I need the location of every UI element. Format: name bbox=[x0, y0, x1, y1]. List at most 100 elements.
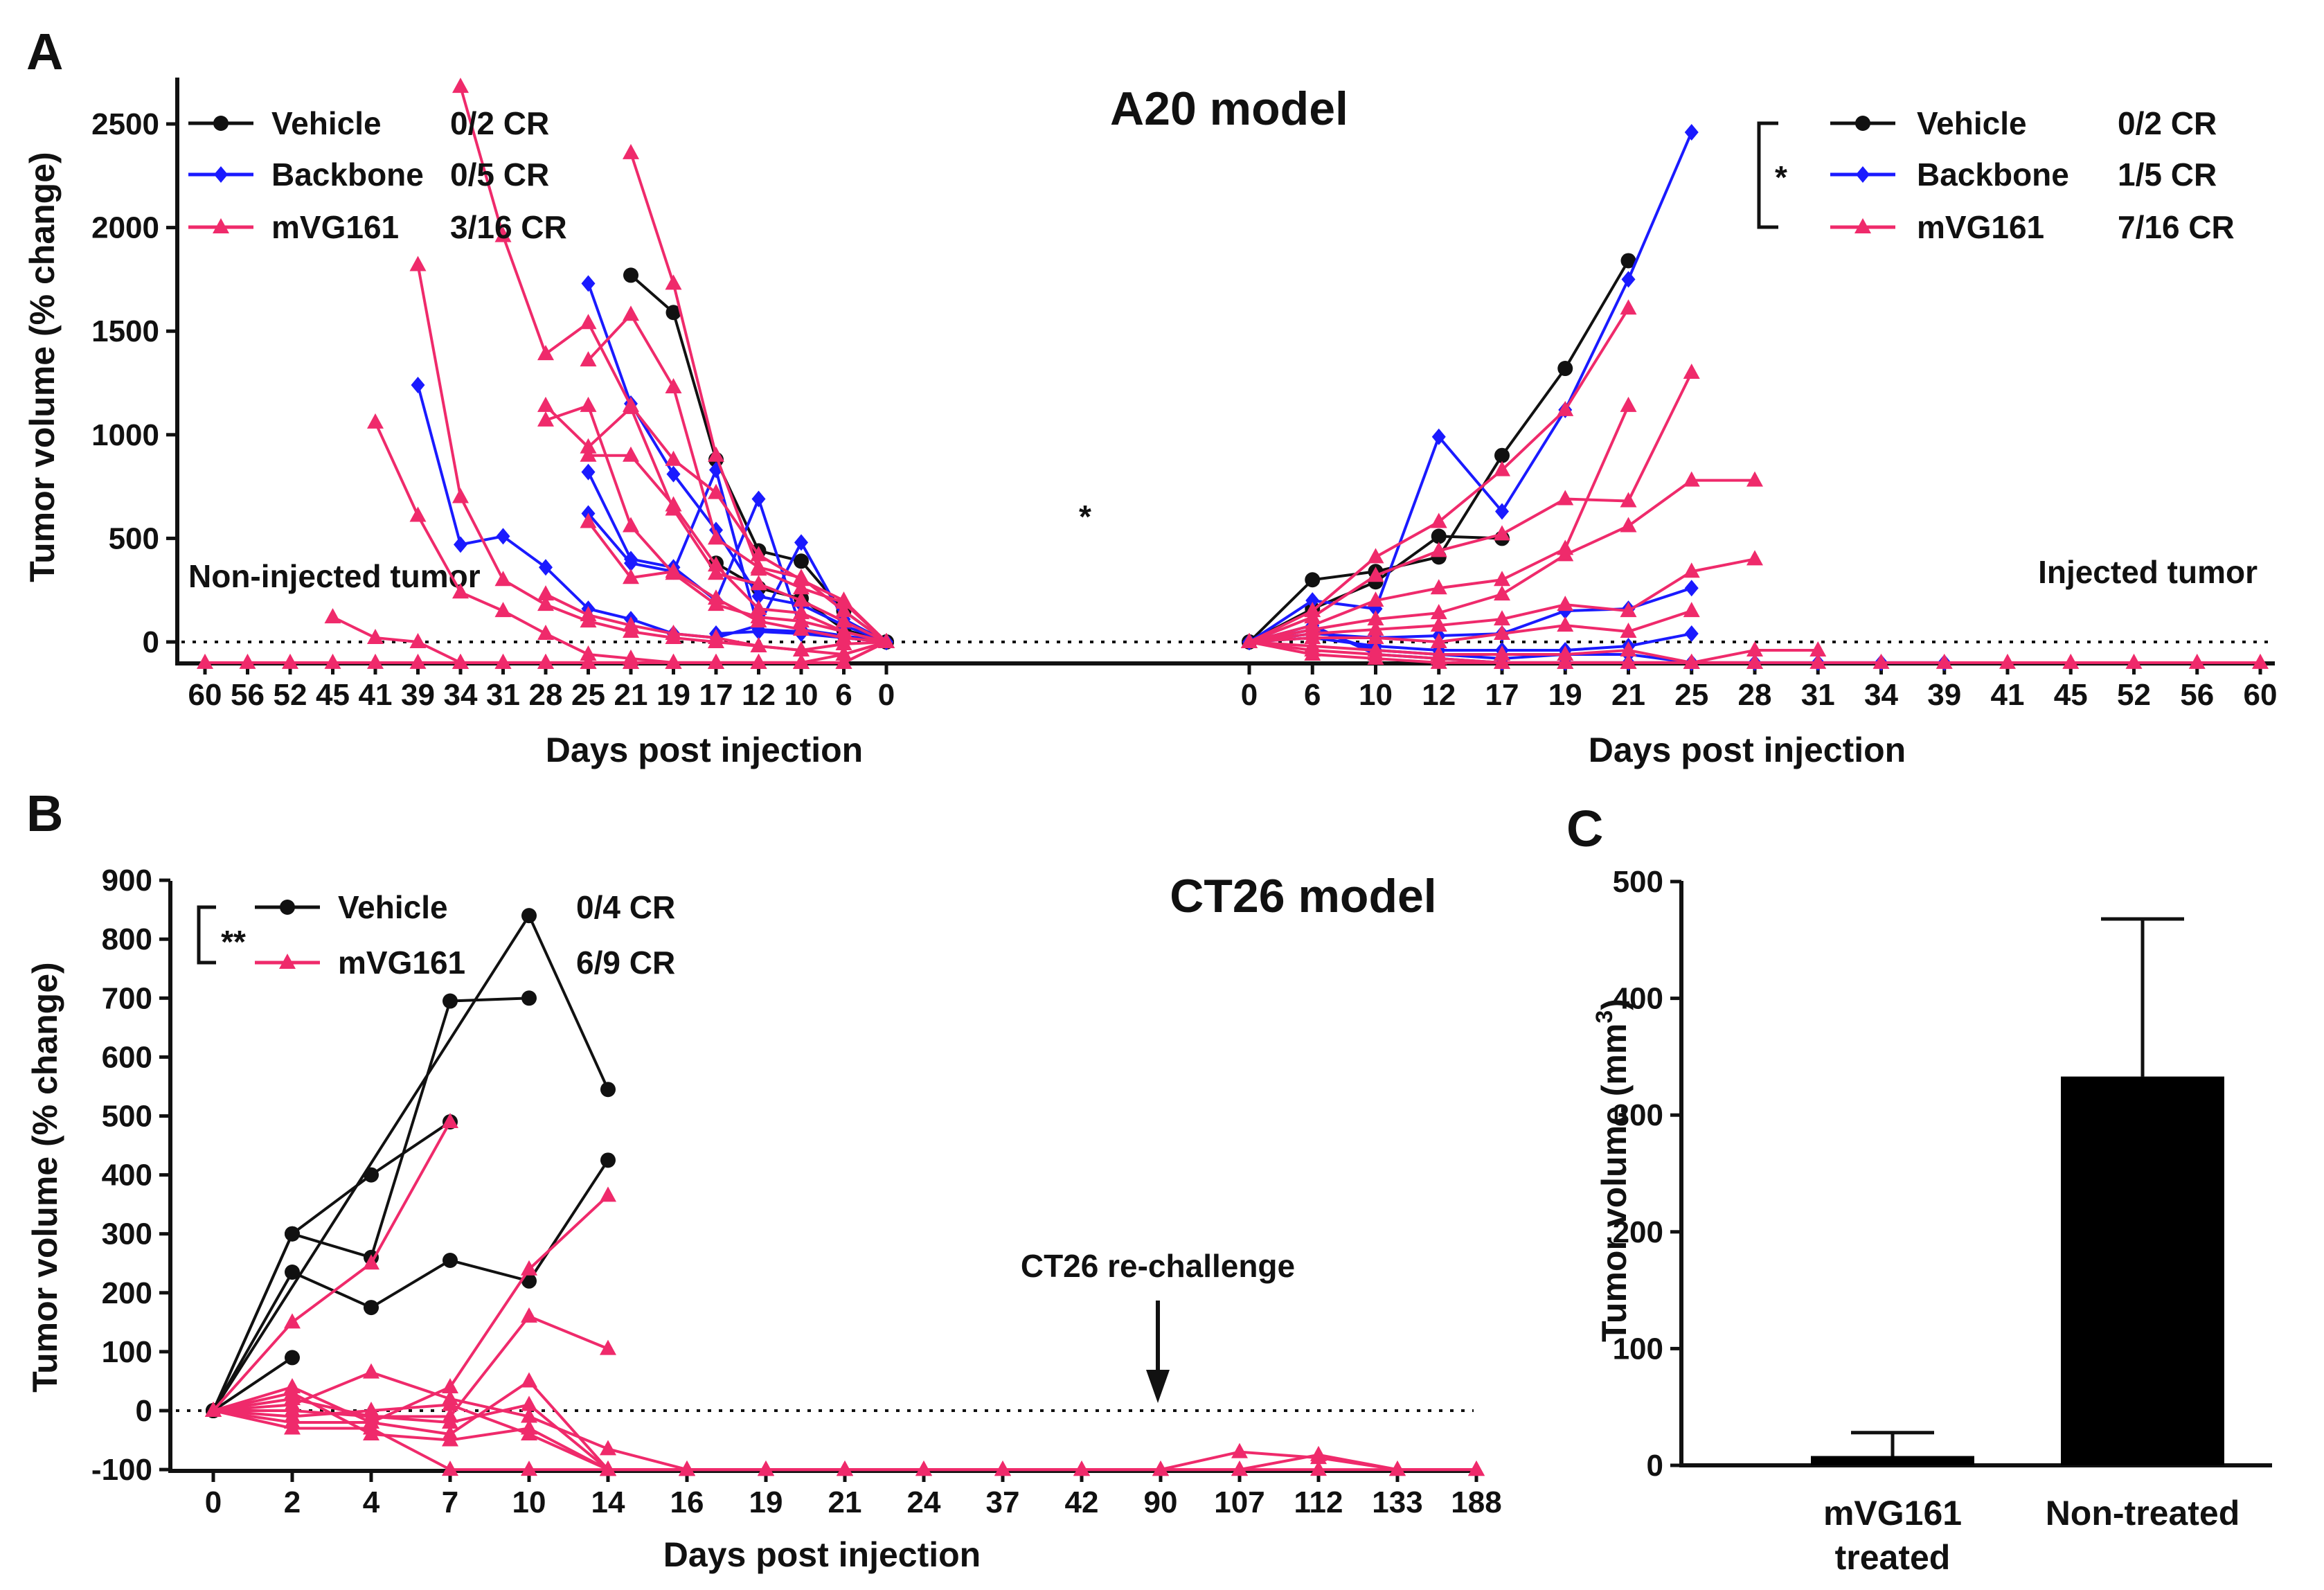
panel-a-left-x-tick-label: 25 bbox=[571, 678, 605, 712]
panel-b-mvg161-point bbox=[1468, 1461, 1485, 1476]
panel-a-right-mvg161-point bbox=[1494, 645, 1510, 661]
panel-a-right-mvg161-point bbox=[1304, 629, 1321, 645]
panel-a-left-mvg161-point bbox=[452, 653, 469, 669]
panel-b-legend: ** Vehicle 0/4 CR mVG161 6/9 CR bbox=[197, 889, 675, 981]
panel-b-mvg161-point bbox=[1152, 1461, 1169, 1476]
panel-a-right-mvg161-point bbox=[1620, 623, 1637, 638]
panel-a-left-mvg161-point bbox=[623, 616, 639, 632]
panel-b-vehicle-point bbox=[521, 908, 537, 924]
panel-a-left-mvg161-point bbox=[708, 529, 724, 545]
panel-b-x-tick-label: 2 bbox=[284, 1485, 301, 1519]
panel-a-right-mvg161-point bbox=[1620, 517, 1637, 533]
panel-a-left-mvg161-point bbox=[708, 446, 724, 462]
panel-a-left-mvg161-series-8 bbox=[416, 265, 887, 652]
panel-a-right-mvg161-point bbox=[1557, 616, 1574, 632]
panel-b-x-tick-label: 21 bbox=[828, 1485, 862, 1519]
panel-c-bars bbox=[1811, 917, 2224, 1465]
panel-a-left-x-tick-label: 45 bbox=[316, 678, 350, 712]
panel-a-left-mvg161-point bbox=[750, 636, 767, 652]
panel-a-left-mvg161-point bbox=[835, 653, 852, 669]
panel-b-bracket bbox=[197, 905, 216, 965]
panel-a-left-mvg161-point bbox=[367, 629, 384, 645]
panel-c-y-tick-label: 200 bbox=[1613, 1215, 1663, 1249]
legend-backbone-cr: 0/5 CR bbox=[450, 157, 549, 193]
panel-a-right-mvg161-point bbox=[1494, 585, 1510, 601]
panel-a-right-mvg161-point bbox=[1683, 602, 1700, 618]
panel-a-left-mvg161-point bbox=[708, 564, 724, 580]
panel-a-left-vehicle-point bbox=[794, 553, 809, 569]
legend-mvg161-label: mVG161 bbox=[338, 945, 465, 981]
panel-b-y-tick-label: 400 bbox=[102, 1159, 152, 1192]
panel-b-mvg161-point bbox=[600, 1461, 616, 1476]
panel-a-left-mvg161-point bbox=[793, 653, 810, 669]
panel-a-right-mvg161-point bbox=[1557, 546, 1574, 562]
panel-a-right-x-tick-label: 10 bbox=[1359, 678, 1393, 712]
panel-a-right-x-tick-label: 31 bbox=[1801, 678, 1835, 712]
panel-b-mvg161-point bbox=[521, 1461, 537, 1476]
panel-a-right-mvg161-point bbox=[1430, 604, 1447, 620]
panel-b-vehicle-series-1 bbox=[212, 997, 530, 1411]
panel-b-mvg161-point bbox=[442, 1431, 458, 1447]
panel-a-left-mvg161-point bbox=[665, 377, 682, 393]
legend-backbone-marker bbox=[1856, 166, 1870, 183]
panel-a-right-backbone-point bbox=[1684, 580, 1699, 597]
panel-a-left-backbone-point bbox=[496, 528, 510, 545]
panel-b-mvg161-point bbox=[363, 1407, 379, 1423]
panel-b-y-tick-label: 700 bbox=[102, 981, 152, 1015]
legend-mvg161-cr: 7/16 CR bbox=[2118, 209, 2235, 245]
panel-a-left-backbone-point bbox=[411, 376, 425, 393]
panel-a-right-mvg161-point bbox=[1683, 562, 1700, 578]
panel-a-left-mvg161-point bbox=[793, 612, 810, 628]
panel-a-left-mvg161-point bbox=[878, 633, 895, 648]
panel-a-x-ticks: 60 56 52 45 41 39 34 31 28 25 21 19 17 12 10 6 0 0 6 10 12 17… bbox=[188, 663, 2277, 712]
panel-a-left-vehicle-point bbox=[665, 305, 681, 321]
panel-b-mvg161-point bbox=[994, 1461, 1011, 1476]
panel-a-right-mvg161-point bbox=[1367, 610, 1384, 626]
legend-vehicle-cr: 0/2 CR bbox=[450, 105, 549, 141]
panel-a-right-mvg161-point bbox=[1746, 550, 1763, 566]
panel-a-y-tick-label: 0 bbox=[143, 625, 159, 659]
panel-b-x-tick-label: 0 bbox=[205, 1485, 222, 1519]
panel-b-mvg161-point bbox=[442, 1395, 458, 1411]
panel-a-left-mvg161-point bbox=[452, 78, 469, 93]
panel-a-left-mvg161-point bbox=[750, 612, 767, 628]
panel-a-right-vehicle-point bbox=[1494, 447, 1510, 463]
panel-a-right-mvg161-point bbox=[1304, 608, 1321, 624]
panel-a-left-mvg161-point bbox=[835, 645, 852, 661]
panel-a-left-mvg161-point bbox=[623, 517, 639, 533]
panel-a-left-x-tick-label: 6 bbox=[835, 678, 852, 712]
panel-b-y-tick-label: 600 bbox=[102, 1040, 152, 1074]
panel-a-right-backbone-point bbox=[1305, 592, 1320, 609]
panel-b-mvg161-point bbox=[284, 1419, 301, 1435]
non-injected-tumor-label: Non-injected tumor bbox=[188, 558, 481, 594]
panel-a-right-mvg161-point bbox=[1746, 471, 1763, 487]
legend-mvg161-marker bbox=[213, 218, 229, 233]
panel-a-left-mvg161-point bbox=[793, 579, 810, 595]
panel-b-mvg161-series-8 bbox=[213, 1370, 1476, 1472]
panel-b-mvg161-series-6 bbox=[213, 1194, 609, 1424]
panel-b-y-tick-label: 800 bbox=[102, 922, 152, 956]
panel-c-y-tick-label: 300 bbox=[1613, 1098, 1663, 1132]
panel-a-right-mvg161-point bbox=[1430, 633, 1447, 648]
panel-b-mvg161-point bbox=[363, 1254, 379, 1270]
panel-a-left-mvg161-point bbox=[708, 589, 724, 605]
panel-b-y-tick-label: 500 bbox=[102, 1100, 152, 1134]
panel-b-y-ticks: 900 800 700 600 500 400 300 200 100 0 -100 bbox=[91, 864, 170, 1487]
panel-a-left-mvg161-point bbox=[409, 256, 427, 271]
panel-a-right-mvg161-point bbox=[1557, 645, 1574, 661]
panel-a-left-backbone-point bbox=[454, 536, 467, 553]
panel-a-left-backbone-point bbox=[666, 465, 681, 483]
panel-a-left-mvg161-point bbox=[793, 620, 810, 636]
panel-a-left-mvg161-point bbox=[623, 446, 639, 462]
panel-a-right-x-tick-label: 28 bbox=[1738, 678, 1772, 712]
panel-a-left-mvg161-point bbox=[580, 512, 597, 528]
panel-b-x-ticks: 0 2 4 7 10 14 16 19 21 24 37 42 90 107 112 133 188 bbox=[205, 1471, 1502, 1519]
panel-a-y-tick-label: 2000 bbox=[91, 211, 159, 245]
panel-b-x-tick-label: 24 bbox=[907, 1485, 941, 1519]
panel-a-right-vehicle-point bbox=[1305, 572, 1321, 588]
panel-a-left-mvg161-point bbox=[623, 143, 639, 159]
panel-a-right-backbone-point bbox=[1684, 123, 1699, 141]
panel-a-left-x-tick-label: 0 bbox=[878, 678, 895, 712]
panel-b-vehicle-point bbox=[364, 1300, 379, 1316]
